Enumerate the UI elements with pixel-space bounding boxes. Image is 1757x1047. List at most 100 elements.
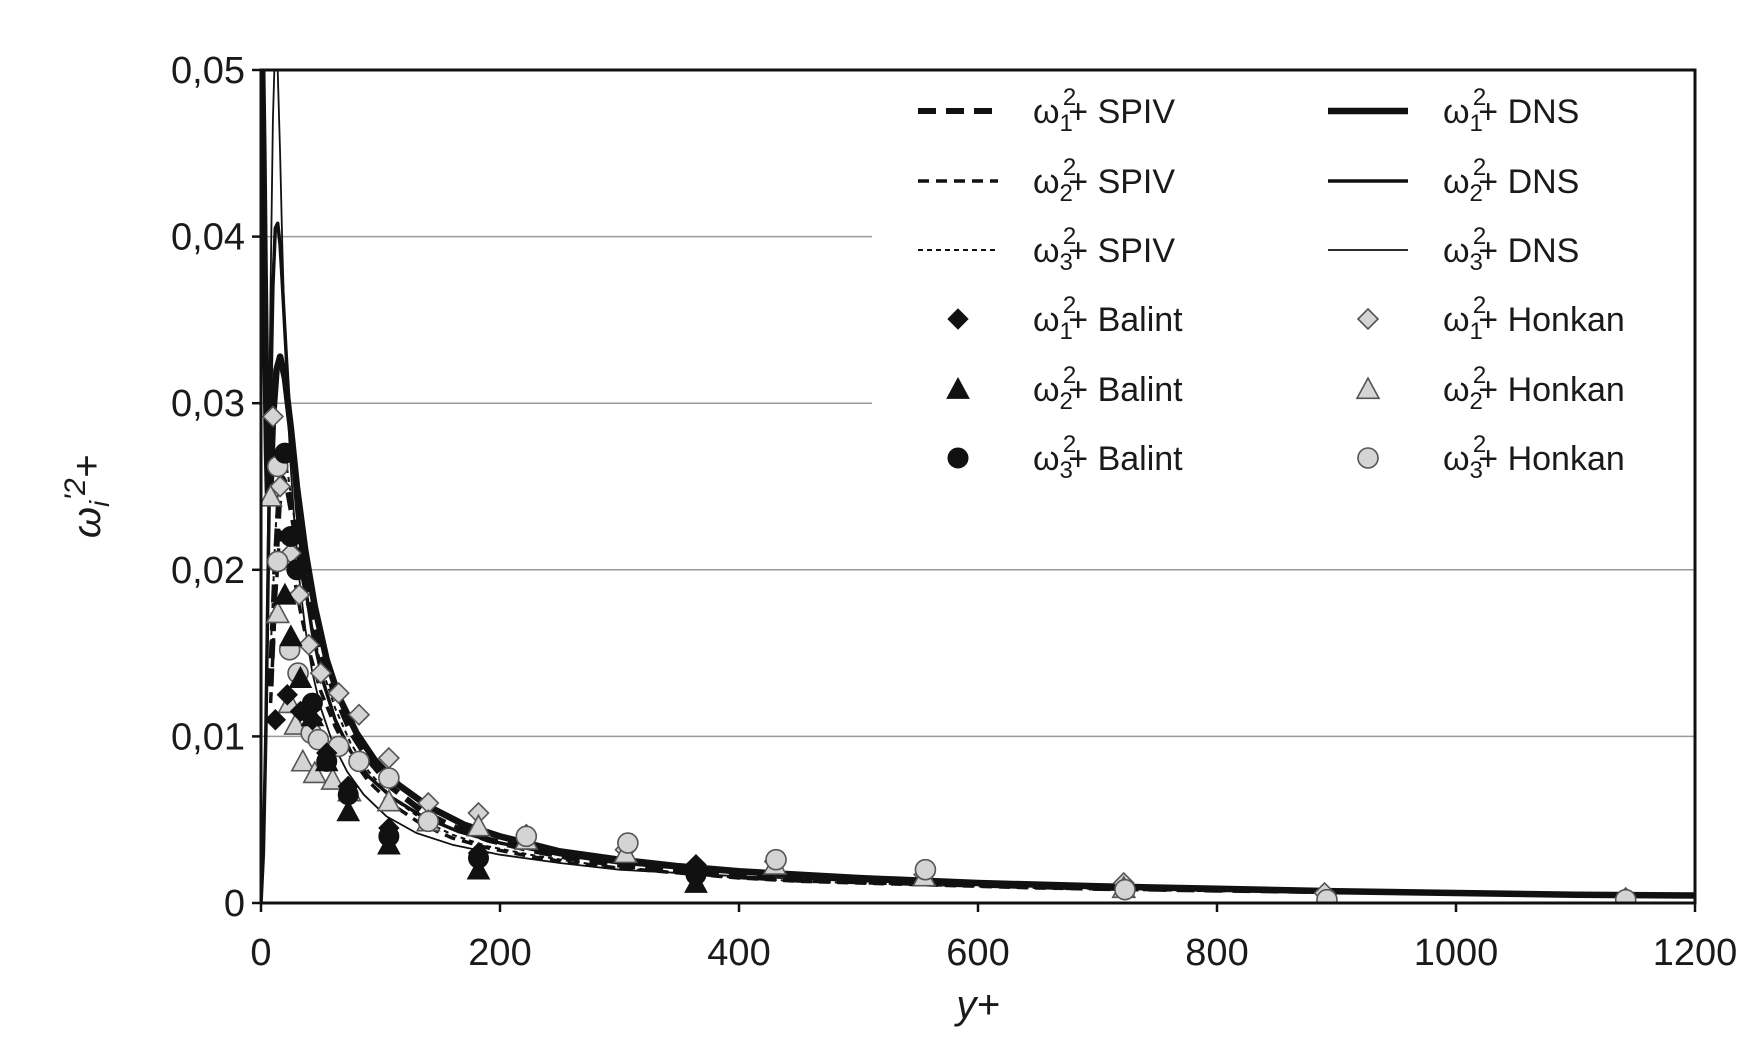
legend-item: ω32+ Honkan bbox=[1357, 431, 1625, 484]
data-point-diamond bbox=[297, 633, 320, 656]
data-point-circle bbox=[1614, 888, 1637, 903]
y-tick-label: 0,01 bbox=[171, 716, 245, 758]
data-point-triangle bbox=[376, 788, 402, 812]
y-tick-label: 0,02 bbox=[171, 550, 245, 592]
y-tick-label: 0,04 bbox=[171, 217, 245, 259]
legend-item: ω22+ Balint bbox=[946, 362, 1183, 415]
data-point-triangle bbox=[302, 760, 328, 784]
data-point-diamond bbox=[261, 405, 285, 428]
legend-label: ω22+ Honkan bbox=[1443, 362, 1625, 415]
legend-label: ω12+ Balint bbox=[1033, 292, 1183, 345]
data-point-triangle bbox=[273, 582, 297, 605]
data-point-diamond bbox=[327, 681, 350, 705]
legend-item: ω12+ Balint bbox=[947, 292, 1183, 345]
data-point-triangle bbox=[288, 666, 313, 688]
data-point-diamond bbox=[268, 475, 292, 498]
legend-label: ω22+ SPIV bbox=[1033, 154, 1175, 207]
data-point-circle bbox=[378, 825, 400, 847]
legend-label: ω12+ SPIV bbox=[1033, 84, 1175, 137]
series-group bbox=[261, 70, 1695, 903]
data-point-diamond bbox=[309, 661, 332, 685]
y-axis-title-sup: '2 bbox=[59, 478, 92, 501]
legend-item: ω12+ DNS bbox=[1328, 84, 1579, 137]
legend-item: ω22+ Honkan bbox=[1355, 362, 1625, 415]
data-point-circle bbox=[348, 750, 370, 773]
legend-marker-swatch bbox=[946, 376, 970, 399]
data-point-circle bbox=[307, 728, 330, 751]
data-point-circle bbox=[914, 858, 937, 881]
data-point-diamond bbox=[347, 703, 371, 726]
legend-label: ω32+ Balint bbox=[1033, 431, 1183, 484]
legend-item: ω32+ Balint bbox=[947, 431, 1183, 484]
data-point-diamond bbox=[288, 583, 311, 606]
data-point-circle bbox=[765, 848, 787, 871]
legend-item: ω12+ Honkan bbox=[1356, 292, 1625, 345]
data-point-circle bbox=[1316, 888, 1338, 903]
data-point-triangle bbox=[466, 857, 491, 880]
legend-label: ω12+ DNS bbox=[1443, 84, 1579, 137]
plot-area bbox=[261, 70, 1695, 903]
y-axis-title-tail: + bbox=[65, 455, 109, 478]
data-point-circle bbox=[337, 784, 359, 806]
legend-label: ω22+ DNS bbox=[1443, 154, 1579, 207]
legend: ω12+ SPIV ω12+ DNS ω22+ SPIV ω22+ DNS ω32+ S… bbox=[918, 84, 1625, 484]
legend-label: ω32+ SPIV bbox=[1033, 223, 1175, 276]
data-point-circle bbox=[316, 750, 338, 772]
y-tick-label: 0 bbox=[224, 883, 245, 925]
series-line-4 bbox=[261, 221, 1695, 903]
legend-marker-swatch bbox=[947, 308, 969, 330]
data-point-circle bbox=[1114, 878, 1136, 901]
data-point-circle bbox=[467, 847, 489, 869]
data-point-triangle bbox=[320, 767, 346, 790]
data-point-circle bbox=[280, 525, 302, 547]
data-point-triangle bbox=[261, 483, 283, 507]
data-point-diamond bbox=[264, 709, 287, 731]
x-tick-label: 600 bbox=[946, 932, 1009, 974]
legend-marker-swatch bbox=[947, 447, 969, 469]
data-point-circle bbox=[417, 810, 440, 833]
y-axis-title-sub: i bbox=[84, 500, 115, 507]
data-point-diamond bbox=[276, 684, 298, 706]
data-point-triangle bbox=[279, 624, 303, 647]
data-point-circle bbox=[301, 692, 323, 714]
legend-item: ω32+ DNS bbox=[1328, 223, 1579, 276]
data-point-triangle bbox=[466, 813, 491, 837]
legend-item: ω22+ DNS bbox=[1328, 154, 1579, 207]
y-tick-label: 0,03 bbox=[171, 383, 245, 425]
data-point-triangle bbox=[283, 712, 308, 735]
x-axis-title: y+ bbox=[953, 983, 999, 1027]
series-line-2 bbox=[269, 452, 1337, 894]
legend-label: ω12+ Honkan bbox=[1443, 292, 1625, 345]
legend-item: ω22+ SPIV bbox=[918, 154, 1175, 207]
x-tick-label: 1000 bbox=[1414, 932, 1499, 974]
legend-marker-swatch bbox=[1357, 447, 1379, 469]
axis-ticks: 0 0,01 0,02 0,03 0,04 0,05 0 200 400 600 800 1000 12… bbox=[171, 50, 1737, 974]
data-point-circle bbox=[515, 825, 538, 848]
legend-item: ω32+ SPIV bbox=[918, 223, 1175, 276]
y-axis-title-base: ω bbox=[65, 507, 109, 538]
data-point-triangle bbox=[336, 799, 361, 822]
legend-marker-swatch bbox=[1356, 307, 1380, 331]
x-tick-label: 800 bbox=[1185, 932, 1248, 974]
legend-item: ω12+ SPIV bbox=[918, 84, 1175, 137]
legend-marker-swatch bbox=[1355, 376, 1381, 400]
data-point-circle bbox=[266, 550, 289, 573]
x-tick-label: 1200 bbox=[1653, 932, 1738, 974]
data-point-circle bbox=[685, 864, 707, 886]
x-tick-label: 0 bbox=[250, 932, 271, 974]
data-point-circle bbox=[286, 559, 308, 581]
x-tick-label: 200 bbox=[468, 932, 531, 974]
y-tick-label: 0,05 bbox=[171, 50, 245, 92]
x-tick-label: 400 bbox=[707, 932, 770, 974]
data-point-triangle bbox=[290, 748, 316, 772]
data-point-circle bbox=[617, 832, 639, 854]
data-point-triangle bbox=[265, 600, 291, 624]
gridlines bbox=[261, 235, 1695, 738]
legend-label: ω32+ DNS bbox=[1443, 223, 1579, 276]
y-axis-title: ωi'2+ bbox=[59, 455, 115, 538]
legend-label: ω22+ Balint bbox=[1033, 362, 1183, 415]
data-point-triangle bbox=[300, 704, 325, 727]
legend-label: ω32+ Honkan bbox=[1443, 431, 1625, 484]
